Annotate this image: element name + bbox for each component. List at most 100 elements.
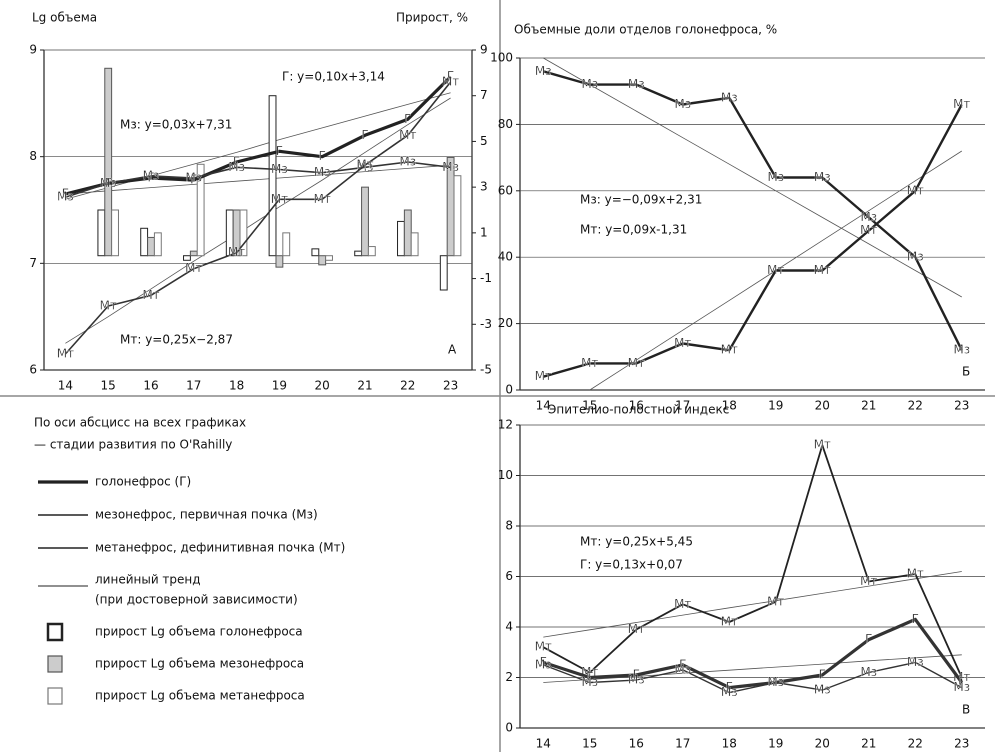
y2-tick-label: 3	[480, 180, 488, 194]
y-tick-label: 100	[490, 51, 513, 65]
legend-item: линейный тренд	[95, 573, 201, 587]
point-label: Мз	[314, 165, 331, 179]
point-label: Мт	[535, 369, 552, 383]
y-tick-label: 8	[505, 519, 513, 533]
x-tick-label: 19	[272, 379, 287, 393]
y-tick-label: 2	[505, 670, 513, 684]
series-line	[542, 617, 964, 690]
point-label: Мз	[953, 680, 970, 694]
legend-item: прирост Lg объема мезонефроса	[95, 657, 304, 671]
y-tick-label: 60	[498, 183, 513, 197]
y-tick-label: 8	[29, 149, 37, 163]
point-label: Мт	[814, 263, 831, 277]
point-label: Г	[865, 632, 872, 646]
y-tick-label: 12	[498, 418, 513, 432]
annotation: Г: y=0,10x+3,14	[282, 70, 385, 84]
point-label: Мт	[314, 192, 331, 206]
point-label: Мз	[185, 171, 202, 185]
y-tick-label: 10	[498, 468, 513, 482]
y-tick-label: 9	[29, 43, 37, 57]
point-label: Мз	[581, 77, 598, 91]
point-label: Г	[679, 657, 686, 671]
bar	[367, 246, 376, 257]
y2-tick-label: 1	[480, 225, 488, 239]
bar	[147, 236, 155, 257]
point-label: Мз	[814, 170, 831, 184]
annotation: Мз: y=0,03x+7,31	[120, 118, 232, 132]
point-label: Мт	[100, 299, 117, 313]
bar	[189, 250, 198, 257]
point-label: Мт	[767, 594, 784, 608]
x-tick-label: 17	[186, 379, 201, 393]
point-label: Мт	[142, 288, 159, 302]
x-tick-label: 23	[954, 737, 969, 751]
point-label: Мз	[860, 665, 877, 679]
chart-title: Lg объема	[32, 11, 97, 25]
point-label: Мт	[860, 223, 877, 237]
bar	[268, 95, 277, 257]
point-label: Мт	[581, 356, 598, 370]
bar	[111, 209, 119, 257]
point-label: Мт	[721, 614, 738, 628]
point-label: Мз	[907, 250, 924, 264]
point-label: Мз	[143, 168, 160, 182]
annotation: Г: y=0,13x+0,07	[580, 558, 683, 572]
bar	[453, 175, 462, 257]
bar	[282, 232, 291, 257]
bar	[439, 255, 448, 291]
x-tick-label: 21	[861, 737, 876, 751]
point-label: Г	[276, 144, 283, 158]
x-tick-label: 14	[536, 399, 551, 413]
x-tick-label: 14	[536, 737, 551, 751]
y2-tick-label: -5	[480, 363, 492, 377]
legend-swatch	[47, 687, 63, 705]
x-tick-label: 15	[582, 399, 597, 413]
point-label: Мт	[628, 356, 645, 370]
trend-line	[543, 654, 962, 683]
point-label: Мт	[953, 670, 970, 684]
legend-caption: По оси абсцисс на всех графиках	[34, 416, 246, 430]
point-label: Г	[726, 680, 733, 694]
annotation: Мт: y=0,09x-1,31	[580, 223, 687, 237]
point-label: Мт	[674, 336, 691, 350]
point-label: Г	[319, 149, 326, 163]
point-label: Мз	[907, 655, 924, 669]
point-label: Мт	[271, 192, 288, 206]
x-tick-label: 17	[675, 399, 690, 413]
point-label: Мз	[860, 210, 877, 224]
series-line	[542, 444, 963, 678]
x-tick-label: 20	[815, 399, 830, 413]
point-label: Мз	[357, 160, 374, 174]
x-tick-label: 17	[675, 737, 690, 751]
point-label: Мз	[674, 97, 691, 111]
y-tick-label: 20	[498, 316, 513, 330]
panel-label: А	[448, 343, 457, 357]
bar	[239, 209, 248, 257]
point-label: Мз	[721, 90, 738, 104]
point-label: Г	[404, 112, 411, 126]
series-line	[65, 75, 452, 196]
bar	[403, 209, 412, 257]
point-label: Г	[233, 155, 240, 169]
bar	[410, 232, 419, 257]
x-tick-label: 22	[908, 737, 923, 751]
point-label: Мт	[185, 261, 202, 275]
point-label: Мз	[767, 170, 784, 184]
y2-tick-label: 5	[480, 134, 488, 148]
y2-title: Прирост, %	[396, 11, 468, 25]
point-label: Мз	[628, 673, 645, 687]
bar	[361, 186, 369, 257]
point-label: Мз	[100, 176, 117, 190]
point-label: Мз	[442, 160, 459, 174]
point-label: Мз	[628, 77, 645, 91]
annotation: Мз: y=−0,09x+2,31	[580, 193, 702, 207]
point-label: Мт	[442, 75, 459, 89]
bar	[325, 255, 333, 261]
point-label: Мт	[399, 128, 416, 142]
panel-label: Б	[962, 365, 970, 379]
y2-tick-label: 7	[480, 88, 488, 102]
bar	[397, 220, 405, 257]
annotation: Мт: y=0,25x+5,45	[580, 535, 693, 549]
x-tick-label: 16	[629, 737, 644, 751]
